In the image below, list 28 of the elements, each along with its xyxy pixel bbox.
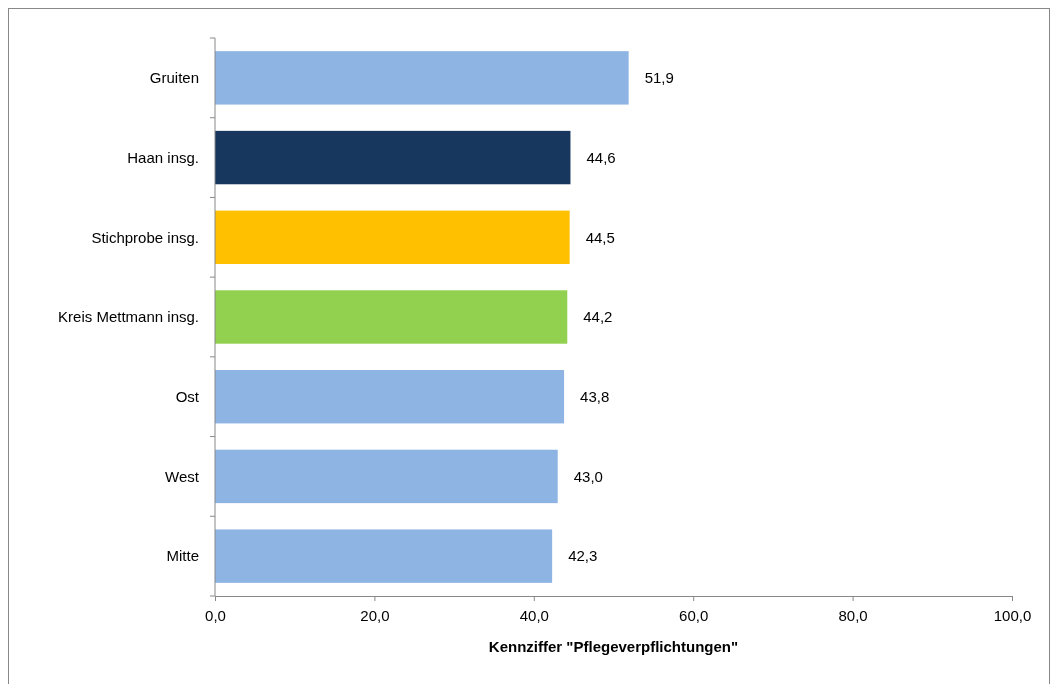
y-tick-label: Ost: [175, 387, 200, 405]
data-label: 44,2: [583, 308, 613, 326]
bar: [215, 290, 568, 344]
data-label: 44,6: [586, 148, 616, 166]
y-tick-label: West: [165, 467, 200, 485]
data-label: 44,5: [585, 228, 615, 246]
data-label: 43,0: [573, 467, 603, 485]
bar: [215, 51, 629, 105]
y-tick-label: Mitte: [166, 547, 199, 565]
x-axis-title: Kennziffer "Pflegeverpflichtungen": [488, 638, 739, 655]
x-tick-label: 100,0: [993, 606, 1032, 624]
x-tick-label: 0,0: [205, 606, 226, 624]
bar: [215, 370, 565, 424]
x-tick-label: 20,0: [360, 606, 390, 624]
x-tick-label: 40,0: [519, 606, 549, 624]
x-tick-label: 80,0: [838, 606, 868, 624]
y-tick-label: Stichprobe insg.: [91, 228, 199, 246]
y-tick-label: Gruiten: [149, 69, 199, 87]
x-tick-label: 60,0: [679, 606, 709, 624]
data-label: 42,3: [568, 547, 598, 565]
bar: [215, 210, 570, 264]
y-tick-label: Haan insg.: [127, 148, 199, 166]
data-label: 43,8: [580, 387, 610, 405]
data-label: 51,9: [644, 69, 674, 87]
bar: [215, 449, 558, 504]
y-tick-label: Kreis Mettmann insg.: [58, 308, 199, 326]
bar: [215, 529, 553, 583]
bar: [215, 130, 571, 185]
